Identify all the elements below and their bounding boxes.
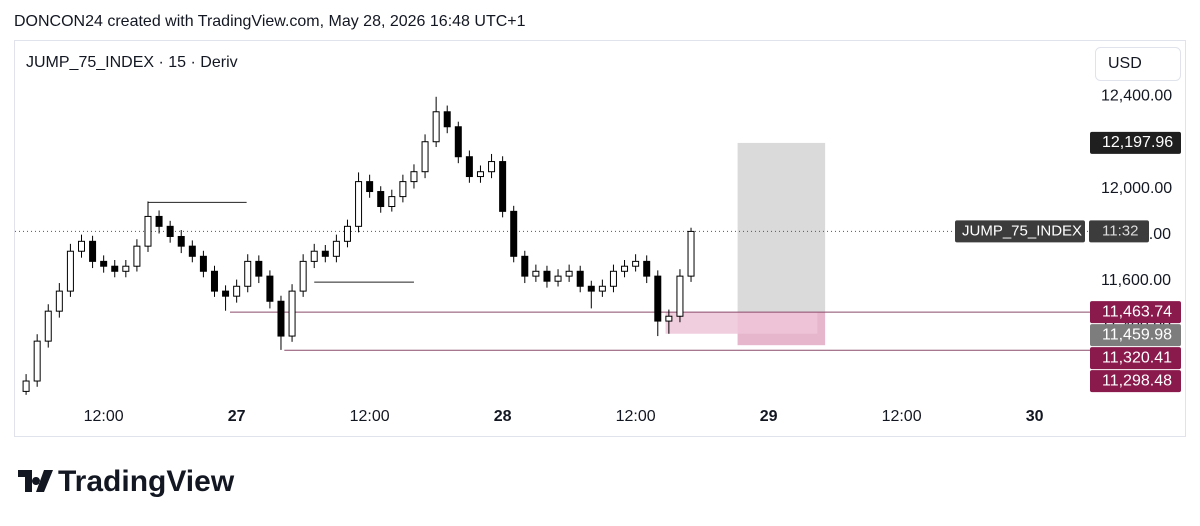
candle-body [366,181,374,193]
candle-body [443,111,451,128]
candle-body [210,270,218,292]
candle-body [55,290,63,312]
candle-body [233,285,241,297]
symbol-label: JUMP_75_INDEX [962,222,1082,239]
logo-text: TradingView [58,465,235,498]
price-label: 11,459.98 [1102,326,1172,343]
x-tick-label: 12:00 [84,408,124,425]
candle-body [687,230,695,277]
candle-body [122,265,130,272]
candle-body [22,380,30,392]
candle-body [288,290,296,337]
price-label-bg [1090,370,1181,393]
candle-body [199,255,207,272]
candle-body [222,290,230,297]
candle-body [177,235,185,247]
price-label: 11,320.41 [1102,349,1172,366]
candle-body [465,156,473,178]
candle-body [521,255,529,277]
candle-body [166,225,174,237]
candle-body [321,250,329,257]
candle-body [343,225,351,242]
candle-body [355,181,363,227]
price-label-bg [1090,301,1181,324]
candle-body [621,265,629,272]
x-tick-label: 30 [1026,408,1044,425]
candle-body [244,260,252,287]
candle-body [77,240,85,252]
candle-body [410,171,418,183]
candle-body [377,191,385,208]
currency[interactable]: USD [1108,55,1142,72]
candle-body [388,196,396,208]
candle-body [532,270,540,277]
x-tick-label: 12:00 [350,408,390,425]
candle-body [576,270,584,287]
candle-body [654,275,662,322]
x-tick-label: 12:00 [616,408,656,425]
candle-body [332,240,340,257]
candle-body [454,126,462,158]
candle-body [299,260,307,292]
attribution: DONCON24 created with TradingView.com, M… [14,13,526,30]
candle-body [643,260,651,277]
candle-body [510,210,518,257]
zone [737,142,826,313]
candle-body [66,250,74,292]
price-label-bg [1090,324,1181,347]
currency-button[interactable] [1095,47,1181,81]
candle-body [155,215,163,227]
candle-body [33,340,41,382]
price-label: 11,463.74 [1102,303,1172,320]
x-tick-label: 12:00 [882,408,922,425]
candle-body [144,215,152,247]
plot-area [15,96,1090,395]
candle-body [587,285,595,292]
candle-body [499,161,507,212]
logo-mark [18,470,53,492]
candle-body [565,270,573,277]
price-label-bg [1090,347,1181,370]
x-tick-label: 28 [494,408,512,425]
chart-title: JUMP_75_INDEX · 15 · Deriv [26,54,238,71]
candle-body [554,275,562,282]
candle-body [609,270,617,287]
price-label-bg [1090,131,1181,154]
candle-body [255,260,263,277]
y-tick-label: 11,600.00 [1101,272,1171,289]
candle-body [399,181,407,198]
candle-body [421,141,429,173]
candle-body [632,260,640,267]
candle-body [543,270,551,282]
countdown: 11:32 [1102,222,1138,239]
candle-body [44,310,52,342]
price-label: 11,298.48 [1102,372,1172,389]
symbol-label-bg [955,220,1085,243]
y-tick-label: 12,400.00 [1101,88,1172,105]
candle-body [188,245,196,257]
candle-body [133,245,141,267]
footer-logo: TradingView [18,465,235,498]
zone [665,312,818,334]
x-tick-label: 29 [760,408,778,425]
candle-body [488,161,496,173]
x-tick-label: 27 [228,408,246,425]
candle-body [676,275,684,317]
candle-body [266,275,274,302]
candle-body [89,240,97,262]
candle-body [476,171,484,178]
candle-body [432,111,440,143]
candle-body [310,250,318,262]
candle-body [277,300,285,337]
price-label: 12,197.96 [1102,134,1173,151]
candle-body [665,315,673,322]
y-tick-label: 12,000.00 [1101,180,1172,197]
countdown-bg [1089,220,1149,243]
candle-body [598,285,606,292]
candle-body [100,260,108,267]
candle-body [111,265,119,272]
